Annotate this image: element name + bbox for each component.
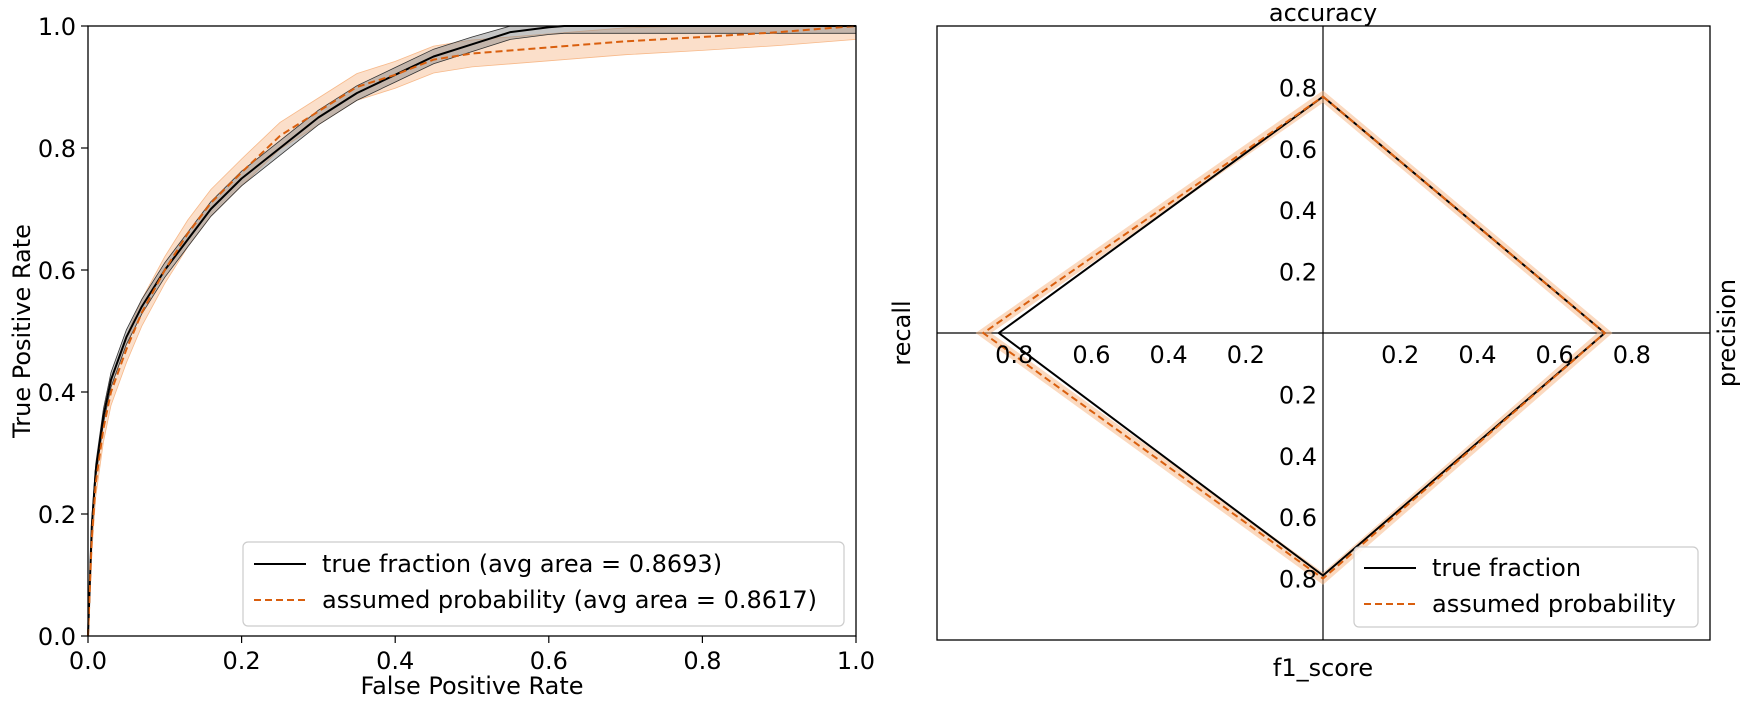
radar-tick-label-recall: 0.2	[1227, 341, 1265, 369]
roc-legend-label-true-fraction: true fraction (avg area = 0.8693)	[322, 550, 722, 578]
radar-tick-label-recall: 0.8	[995, 341, 1033, 369]
radar-chart: 0.2 0.2 0.2 0.2 0.4 0.4 0.4 0.4 0.6 0.6 0.6 0.6 0.8 0…	[888, 0, 1741, 682]
roc-y-tick-label: 0.2	[38, 501, 76, 529]
roc-x-tick-label: 0.8	[683, 647, 721, 675]
radar-tick-label-recall: 0.4	[1150, 341, 1188, 369]
radar-legend-label-true-fraction: true fraction	[1432, 554, 1581, 582]
roc-plot-frame	[87, 25, 857, 637]
radar-tick-label-f1-score: 0.8	[1279, 566, 1317, 594]
roc-x-tick-label: 0.2	[223, 647, 261, 675]
radar-axis-label-precision: precision	[1713, 279, 1741, 387]
radar-tick-label-accuracy: 0.4	[1279, 197, 1317, 225]
roc-x-tick-label: 0.0	[69, 647, 107, 675]
radar-band-assumed-probability	[975, 90, 1613, 585]
roc-y-tick-label: 0.4	[38, 379, 76, 407]
roc-y-tick-label: 0.8	[38, 135, 76, 163]
roc-y-tick-label: 0.6	[38, 257, 76, 285]
radar-legend: true fraction assumed probability	[1353, 546, 1699, 628]
radar-tick-label-f1-score: 0.2	[1279, 381, 1317, 409]
radar-line-assumed-probability	[981, 95, 1607, 580]
radar-tick-label-accuracy: 0.2	[1279, 259, 1317, 287]
roc-legend-box	[242, 541, 845, 627]
radar-tick-label-accuracy: 0.6	[1279, 136, 1317, 164]
radar-legend-label-assumed-probability: assumed probability	[1432, 590, 1676, 618]
radar-tick-label-precision: 0.2	[1381, 341, 1419, 369]
radar-tick-label-recall: 0.6	[1072, 341, 1110, 369]
radar-axis-label-f1-score: f1_score	[1273, 654, 1373, 682]
roc-line-assumed-probability	[87, 25, 857, 637]
roc-x-tick-label: 1.0	[837, 647, 875, 675]
radar-tick-label-precision: 0.8	[1613, 341, 1651, 369]
radar-axis-label-accuracy: accuracy	[1269, 0, 1377, 27]
radar-axis-label-recall: recall	[888, 300, 916, 365]
roc-y-axis-label: True Positive Rate	[8, 224, 36, 439]
radar-tick-label-f1-score: 0.6	[1279, 504, 1317, 532]
roc-y-tick-label: 1.0	[38, 13, 76, 41]
radar-tick-label-precision: 0.6	[1536, 341, 1574, 369]
roc-x-tick-label: 0.4	[376, 647, 414, 675]
roc-x-axis-label: False Positive Rate	[360, 672, 583, 700]
roc-chart: 0.0 0.2 0.4 0.6 0.8 1.0 0.0 0.2 0.4 0.6 0.8 1.0 Fa…	[8, 13, 875, 700]
radar-tick-label-precision: 0.4	[1458, 341, 1496, 369]
roc-y-tick-label: 0.0	[38, 623, 76, 651]
radar-tick-label-accuracy: 0.8	[1279, 74, 1317, 102]
roc-legend: true fraction (avg area = 0.8693) assume…	[242, 541, 845, 627]
roc-x-tick-label: 0.6	[530, 647, 568, 675]
radar-tick-label-f1-score: 0.4	[1279, 443, 1317, 471]
roc-legend-label-assumed-probability: assumed probability (avg area = 0.8617)	[322, 586, 817, 614]
radar-legend-box	[1353, 546, 1699, 628]
